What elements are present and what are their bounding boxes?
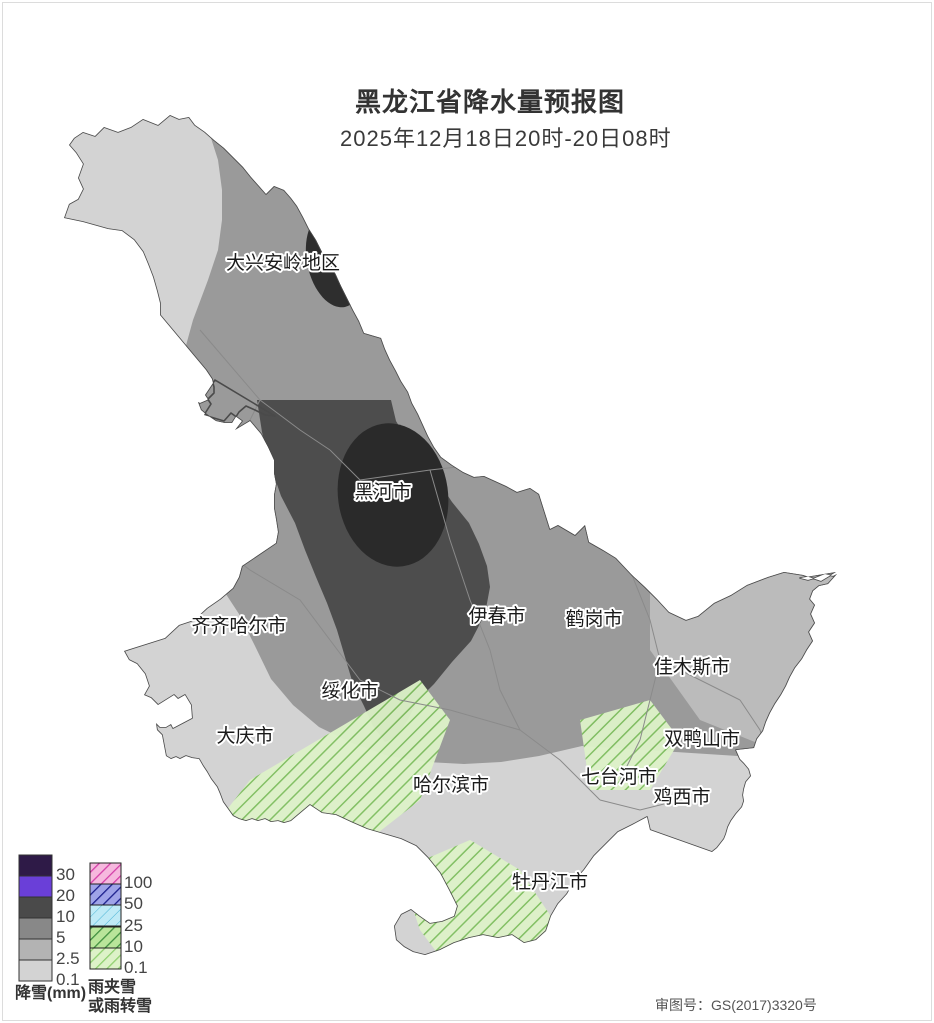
svg-text:2.5: 2.5 (56, 949, 80, 968)
svg-text:鹤岗市: 鹤岗市 (565, 608, 622, 630)
svg-text:0.1: 0.1 (124, 958, 148, 977)
svg-text:双鸭山市: 双鸭山市 (664, 728, 740, 750)
svg-text:黑河市: 黑河市 (354, 481, 411, 503)
svg-text:七台河市: 七台河市 (581, 766, 657, 788)
svg-text:哈尔滨市: 哈尔滨市 (413, 774, 489, 796)
svg-text:30: 30 (56, 865, 75, 884)
svg-text:50: 50 (124, 894, 143, 913)
svg-text:绥化市: 绥化市 (321, 680, 378, 702)
svg-text:牡丹江市: 牡丹江市 (512, 871, 588, 893)
svg-text:100: 100 (124, 873, 152, 892)
svg-text:伊春市: 伊春市 (468, 605, 525, 627)
svg-text:大庆市: 大庆市 (216, 725, 273, 747)
svg-text:10: 10 (56, 907, 75, 926)
svg-text:5: 5 (56, 928, 65, 947)
svg-text:齐齐哈尔市: 齐齐哈尔市 (191, 615, 286, 637)
svg-text:20: 20 (56, 886, 75, 905)
svg-text:25: 25 (124, 916, 143, 935)
svg-text:10: 10 (124, 937, 143, 956)
svg-text:大兴安岭地区: 大兴安岭地区 (226, 252, 340, 274)
svg-text:或雨转雪: 或雨转雪 (88, 996, 152, 1015)
svg-text:鸡西市: 鸡西市 (653, 786, 710, 808)
svg-text:雨夹雪: 雨夹雪 (88, 977, 136, 996)
svg-text:佳木斯市: 佳木斯市 (654, 656, 730, 678)
svg-text:降雪(mm): 降雪(mm) (15, 983, 86, 1002)
